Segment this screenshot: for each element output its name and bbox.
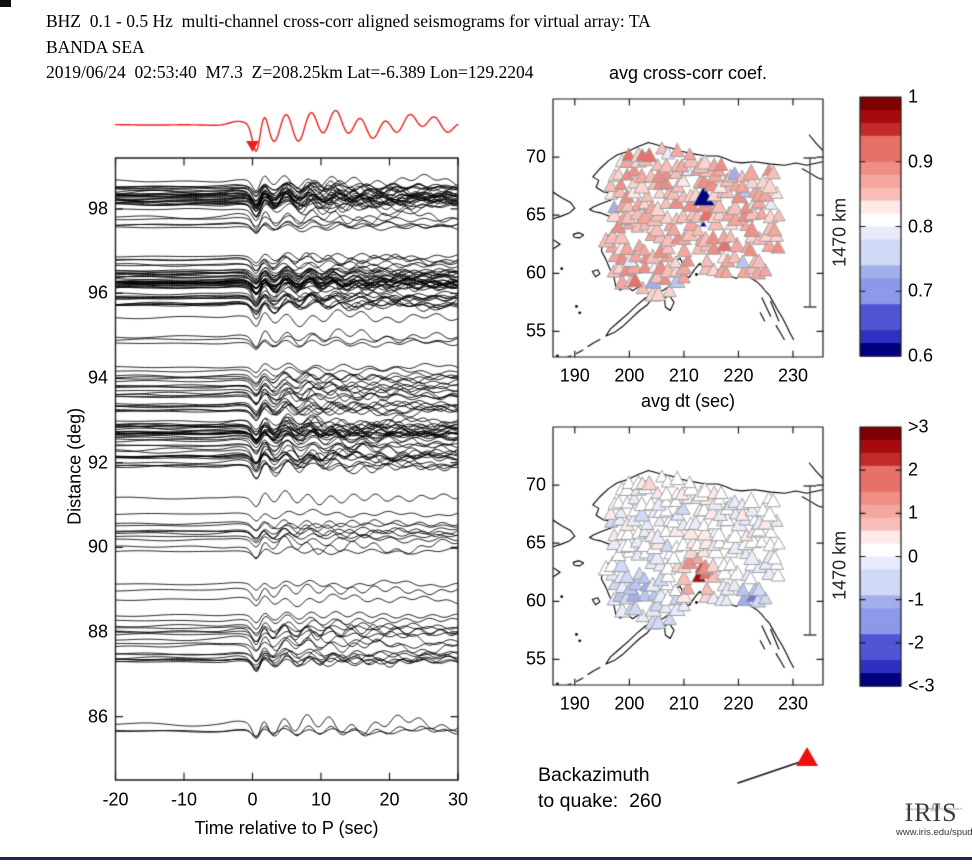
colorbar-tick-label: 0.6 bbox=[908, 345, 934, 366]
colorbar-tick-label: 0 bbox=[908, 546, 919, 566]
map-xtick-label: 200 bbox=[614, 693, 645, 714]
colorbar-tick-label: >3 bbox=[908, 416, 929, 437]
record-section-xtick-label: 10 bbox=[310, 789, 332, 810]
map1-xlabel: avg dt (sec) bbox=[640, 391, 736, 411]
record-section-ytick-label: 90 bbox=[87, 536, 108, 557]
map-ytick-label: 65 bbox=[525, 204, 546, 225]
map-ytick-label: 70 bbox=[525, 146, 546, 167]
window-corner-mark bbox=[0, 0, 11, 7]
record-section-ylabel: Distance (deg) bbox=[64, 407, 85, 525]
colorbar-tick-label: 1 bbox=[908, 86, 919, 107]
record-section-xtick-label: -20 bbox=[102, 789, 129, 810]
header-line-2: BANDA SEA bbox=[46, 37, 145, 57]
map-xtick-label: 220 bbox=[723, 693, 754, 714]
record-section-ytick-label: 98 bbox=[87, 198, 108, 219]
record-section-ytick-label: 94 bbox=[87, 367, 108, 388]
record-section-ytick-label: 92 bbox=[87, 452, 108, 473]
record-section-ytick-label: 88 bbox=[87, 621, 108, 642]
iris-logo-text: IRIS bbox=[904, 798, 958, 827]
map-xtick-label: 210 bbox=[668, 365, 699, 386]
map2-scalebar-label: 1470 km bbox=[829, 530, 850, 600]
backazimuth-label-line2: to quake: 260 bbox=[538, 790, 662, 812]
colorbar-tick-label: -2 bbox=[908, 632, 925, 653]
iris-logo-url: www.iris.edu/spud bbox=[896, 827, 972, 838]
colorbar-tick-label: 0.8 bbox=[908, 216, 934, 236]
map-xtick-label: 220 bbox=[723, 365, 754, 386]
map-xtick-label: 190 bbox=[559, 365, 590, 386]
map1-title: avg cross-corr coef. bbox=[608, 63, 768, 83]
map-ytick-label: 70 bbox=[525, 474, 546, 495]
map-ytick-label: 55 bbox=[525, 648, 546, 669]
map-ytick-label: 60 bbox=[525, 262, 546, 283]
iris-logo: IRIS www.iris.edu/spud bbox=[896, 798, 972, 839]
record-section-xtick-label: 0 bbox=[247, 789, 258, 810]
record-section-xtick-label: -10 bbox=[170, 789, 198, 810]
record-section-xtick-label: 30 bbox=[447, 789, 469, 810]
colorbar-tick-label: 0.9 bbox=[908, 151, 934, 172]
colorbar-tick-label: <-3 bbox=[908, 675, 935, 696]
header-line-3: 2019/06/24 02:53:40 M7.3 Z=208.25km Lat=… bbox=[46, 62, 534, 82]
record-section-xlabel: Time relative to P (sec) bbox=[194, 818, 379, 838]
map-xtick-label: 200 bbox=[614, 365, 645, 386]
map-xtick-label: 230 bbox=[777, 365, 809, 386]
colorbar-tick-label: 1 bbox=[908, 502, 919, 523]
map-ytick-label: 55 bbox=[525, 320, 546, 341]
map-xtick-label: 190 bbox=[559, 693, 590, 714]
record-section-ytick-label: 86 bbox=[87, 706, 108, 727]
map-xtick-label: 210 bbox=[668, 693, 699, 714]
colorbar-tick-label: 2 bbox=[908, 459, 919, 480]
colorbar-tick-label: -1 bbox=[908, 589, 925, 610]
map-ytick-label: 65 bbox=[525, 532, 546, 553]
map-ytick-label: 60 bbox=[525, 590, 546, 611]
colorbar-tick-label: 0.7 bbox=[908, 280, 934, 301]
map-xtick-label: 230 bbox=[777, 693, 809, 714]
bottom-window-bar bbox=[0, 857, 972, 860]
map1-scalebar-label: 1470 km bbox=[829, 197, 850, 267]
backazimuth-label-line1: Backazimuth bbox=[538, 764, 650, 786]
header-line-1: BHZ 0.1 - 0.5 Hz multi-channel cross-cor… bbox=[46, 11, 651, 31]
record-section-xtick-label: 20 bbox=[379, 789, 400, 810]
record-section-ytick-label: 96 bbox=[87, 282, 108, 303]
